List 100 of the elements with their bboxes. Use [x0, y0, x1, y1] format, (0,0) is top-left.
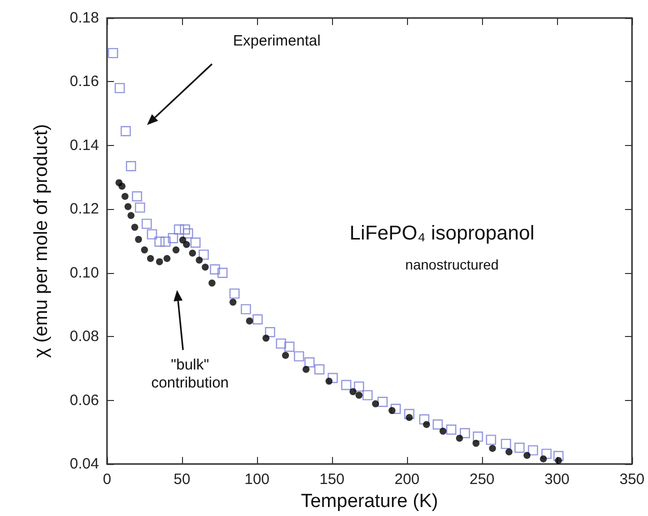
- point: [264, 327, 276, 338]
- point: [524, 452, 530, 459]
- point: [377, 396, 388, 407]
- x-tick-label: 150: [319, 471, 345, 488]
- y-tick-label: 0.16: [70, 73, 99, 90]
- point: [553, 450, 564, 462]
- point: [294, 351, 304, 362]
- point: [189, 250, 196, 257]
- point: [489, 444, 496, 452]
- y-tick-label: 0.06: [70, 392, 99, 409]
- point: [118, 182, 126, 190]
- point: [314, 364, 324, 374]
- point: [190, 237, 201, 248]
- point: [180, 224, 190, 235]
- point: [390, 404, 401, 414]
- y-tick-label: 0.18: [70, 10, 99, 26]
- point: [108, 48, 118, 58]
- annotation: Experimental: [233, 32, 321, 50]
- point: [354, 381, 364, 392]
- y-tick-label: 0.10: [70, 264, 99, 282]
- point: [230, 298, 236, 306]
- point: [350, 388, 356, 396]
- point: [126, 161, 136, 172]
- point: [446, 424, 456, 435]
- x-axis-title: Temperature (K): [300, 491, 438, 512]
- point: [183, 241, 190, 248]
- point: [472, 432, 484, 442]
- point: [276, 338, 286, 349]
- point: [128, 212, 134, 220]
- point: [388, 406, 396, 414]
- point: [246, 317, 253, 324]
- y-tick-label: 0.12: [70, 200, 99, 218]
- point: [284, 342, 294, 352]
- x-tick-label: 200: [394, 471, 420, 488]
- annotation: "bulk" contribution: [151, 356, 229, 392]
- annotation: nanostructured: [405, 256, 499, 272]
- point: [304, 357, 315, 368]
- point: [540, 455, 547, 462]
- point: [131, 224, 138, 231]
- point: [124, 203, 132, 210]
- point: [122, 192, 128, 200]
- y-axis-title: χ (emu per mole of product): [31, 124, 52, 358]
- point: [198, 250, 209, 260]
- point: [252, 314, 263, 324]
- point: [141, 246, 148, 254]
- point: [262, 334, 270, 342]
- y-tick-label: 0.08: [70, 328, 99, 346]
- point: [514, 442, 525, 453]
- point: [154, 236, 165, 247]
- point: [541, 448, 552, 459]
- point: [456, 434, 463, 442]
- point: [356, 392, 362, 399]
- point: [440, 428, 446, 435]
- point: [210, 264, 220, 274]
- point: [146, 229, 158, 240]
- point: [500, 438, 512, 450]
- point: [208, 280, 216, 287]
- point: [282, 352, 289, 359]
- point: [179, 236, 186, 244]
- point: [196, 256, 203, 264]
- point: [460, 428, 470, 438]
- y-tick-label: 0.04: [70, 456, 99, 472]
- point: [174, 224, 184, 235]
- point: [135, 236, 142, 243]
- point: [432, 419, 443, 430]
- point: [555, 456, 562, 464]
- point: [229, 288, 240, 299]
- point: [341, 380, 352, 390]
- point: [472, 440, 480, 447]
- point: [120, 126, 131, 136]
- point: [240, 304, 251, 314]
- point: [168, 233, 178, 244]
- x-tick-label: 300: [544, 471, 570, 488]
- point: [134, 202, 146, 213]
- point: [182, 228, 194, 238]
- point: [328, 372, 338, 384]
- point: [202, 264, 209, 271]
- point: [114, 82, 125, 94]
- point: [302, 366, 310, 373]
- x-tick-label: 50: [174, 471, 190, 488]
- point: [160, 236, 171, 247]
- point: [156, 258, 163, 266]
- point: [172, 246, 180, 254]
- point: [528, 445, 538, 456]
- annotation: LiFePO₄ isopropanol: [350, 222, 534, 244]
- y-tick-label: 0.14: [70, 136, 99, 154]
- point: [419, 414, 430, 424]
- point: [362, 390, 373, 400]
- point: [506, 448, 512, 456]
- point: [404, 408, 414, 420]
- point: [164, 255, 170, 262]
- point: [132, 191, 142, 202]
- point: [217, 268, 228, 278]
- point: [142, 218, 152, 229]
- x-tick-label: 350: [619, 471, 645, 488]
- x-tick-label: 0: [102, 471, 112, 488]
- point: [372, 400, 379, 408]
- point: [423, 421, 430, 428]
- point: [147, 255, 154, 262]
- x-tick-label: 100: [244, 471, 270, 488]
